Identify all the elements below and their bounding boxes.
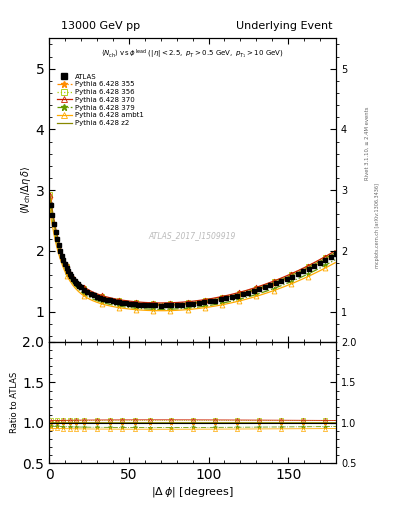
Y-axis label: $\langle N_\mathrm{ch} / \Delta\eta\,\delta\rangle$: $\langle N_\mathrm{ch} / \Delta\eta\,\de…: [18, 166, 33, 214]
Y-axis label: Ratio to ATLAS: Ratio to ATLAS: [11, 372, 20, 433]
Text: Rivet 3.1.10, ≥ 2.4M events: Rivet 3.1.10, ≥ 2.4M events: [365, 106, 370, 180]
Text: 13000 GeV pp: 13000 GeV pp: [61, 20, 140, 31]
Text: ATLAS_2017_I1509919: ATLAS_2017_I1509919: [149, 231, 236, 240]
Legend: ATLAS, Pythia 6.428 355, Pythia 6.428 356, Pythia 6.428 370, Pythia 6.428 379, P: ATLAS, Pythia 6.428 355, Pythia 6.428 35…: [55, 72, 145, 127]
Text: mcplots.cern.ch [arXiv:1306.3436]: mcplots.cern.ch [arXiv:1306.3436]: [375, 183, 380, 268]
Text: $\langle N_\mathrm{ch}\rangle$ vs $\phi^\mathrm{lead}$ ($|\eta|<2.5,\ p_T>0.5\ \: $\langle N_\mathrm{ch}\rangle$ vs $\phi^…: [101, 48, 284, 61]
Text: Underlying Event: Underlying Event: [235, 20, 332, 31]
X-axis label: $|\Delta\,\phi|$ [degrees]: $|\Delta\,\phi|$ [degrees]: [151, 485, 234, 499]
